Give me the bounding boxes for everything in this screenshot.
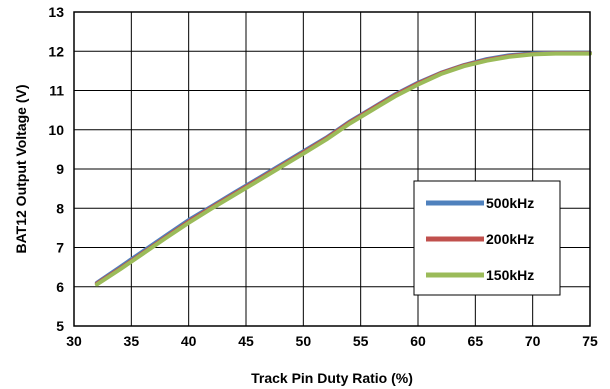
x-tick-label: 70	[525, 333, 541, 349]
series-line-150khz	[94, 51, 592, 287]
plot-frame	[73, 11, 591, 327]
y-tick-label: 11	[49, 83, 64, 99]
legend-label: 150kHz	[486, 267, 534, 283]
legend-label: 500kHz	[486, 195, 534, 211]
y-tick-label: 12	[48, 43, 64, 59]
legend-items: 500kHz 200kHz 150kHz	[426, 195, 534, 283]
x-tick-label: 45	[238, 333, 254, 349]
y-tick-label: 7	[56, 240, 64, 256]
y-tick-label: 6	[56, 279, 64, 295]
y-tick-label: 10	[48, 122, 64, 138]
x-tick-label: 65	[468, 333, 484, 349]
x-tick-label: 55	[353, 333, 369, 349]
x-tick-label: 35	[124, 333, 140, 349]
series-layer	[94, 50, 592, 287]
x-axis-ticks: 30 35 40 45 50 55 60 65 70 75	[66, 333, 598, 349]
x-tick-label: 75	[582, 333, 598, 349]
x-tick-label: 50	[296, 333, 312, 349]
legend: 500kHz 200kHz 150kHz	[413, 180, 561, 296]
x-tick-label: 60	[410, 333, 426, 349]
y-tick-label: 8	[56, 200, 64, 216]
legend-label: 200kHz	[486, 231, 534, 247]
y-axis-title: BAT12 Output Voltage (V)	[13, 84, 29, 253]
y-axis-ticks: 5 6 7 8 9 10 11 12 13	[48, 4, 64, 334]
x-tick-label: 40	[181, 333, 197, 349]
x-axis-title: Track Pin Duty Ratio (%)	[251, 370, 413, 386]
y-tick-label: 5	[56, 318, 64, 334]
y-tick-label: 9	[56, 161, 64, 177]
x-tick-label: 30	[66, 333, 82, 349]
y-tick-label: 13	[48, 4, 64, 20]
